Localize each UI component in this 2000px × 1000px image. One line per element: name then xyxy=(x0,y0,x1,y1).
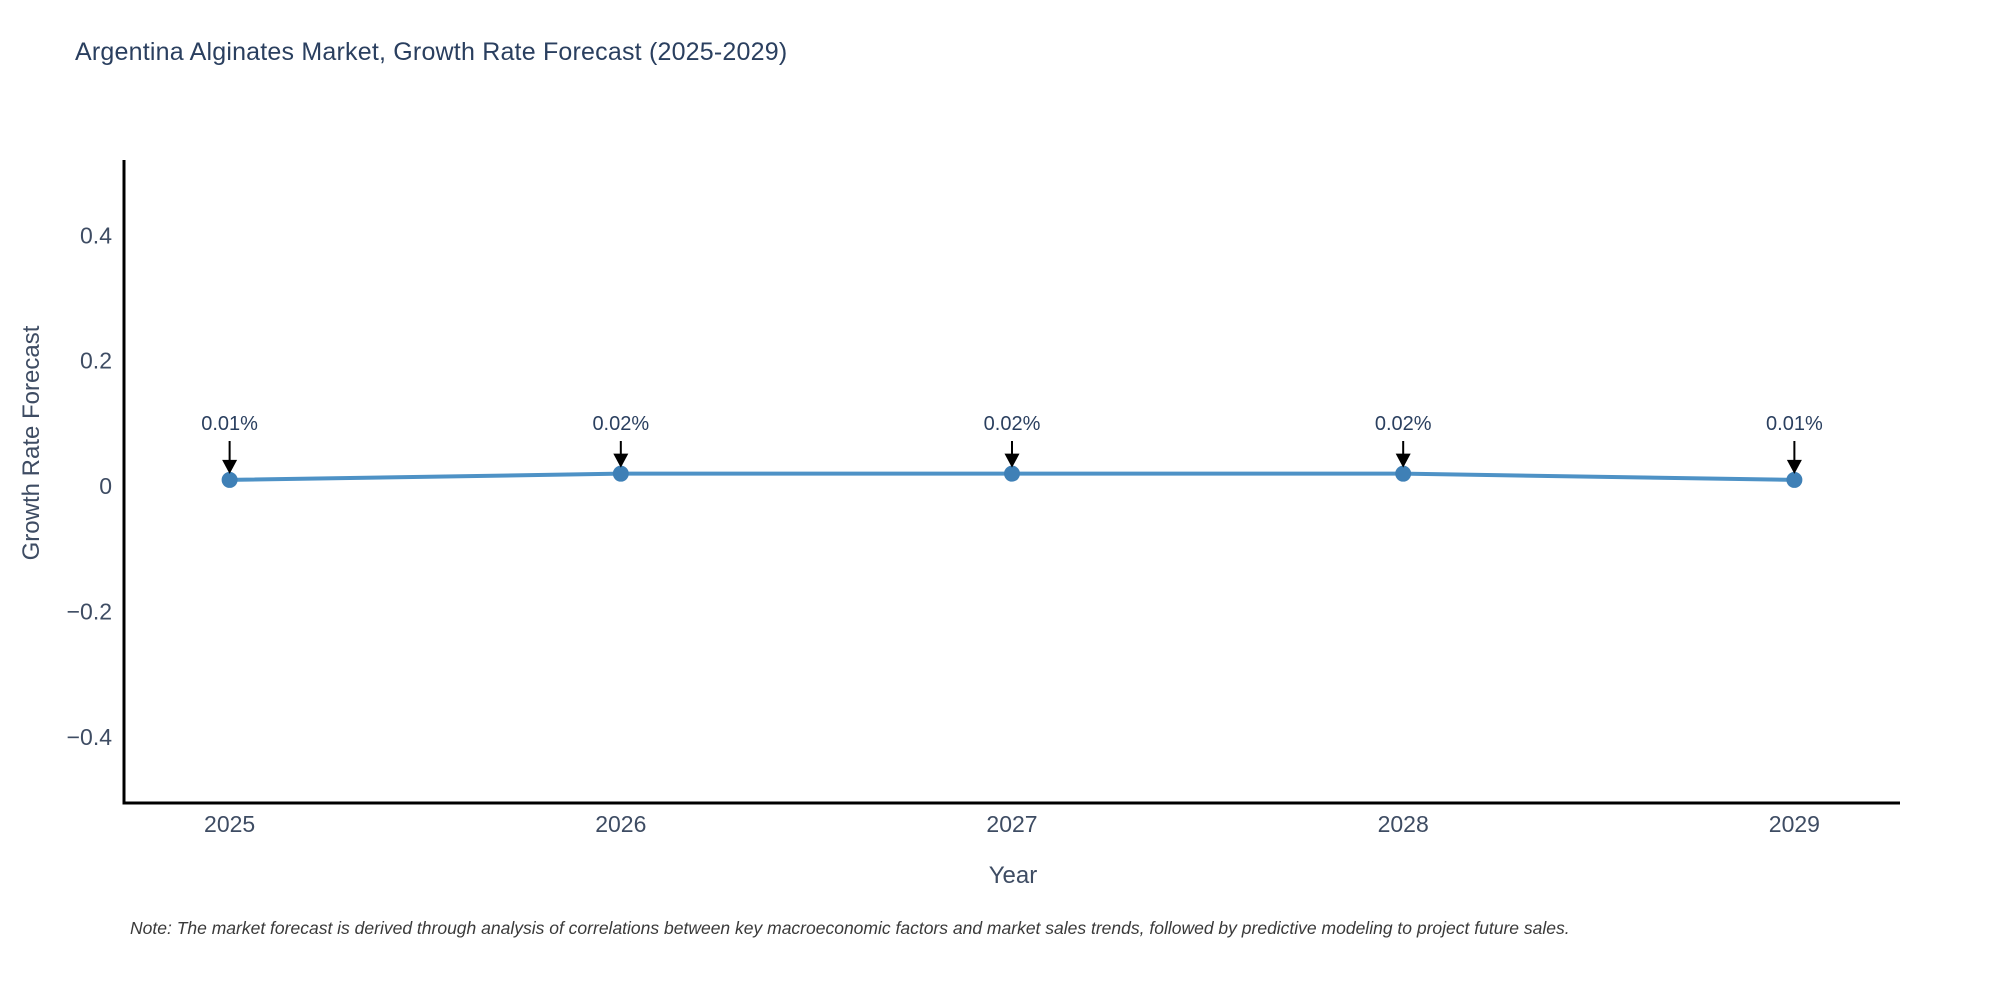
annotation-arrowhead xyxy=(1786,459,1802,474)
annotation-arrowhead xyxy=(222,459,238,474)
footnote: Note: The market forecast is derived thr… xyxy=(130,918,1570,938)
data-point-marker xyxy=(612,465,629,482)
x-tick-label: 2026 xyxy=(595,811,646,837)
annotation-arrowhead xyxy=(1004,453,1020,468)
x-tick-label: 2027 xyxy=(986,811,1037,837)
x-tick-label: 2029 xyxy=(1769,811,1820,837)
chart-title: Argentina Alginates Market, Growth Rate … xyxy=(75,38,788,66)
point-value-label: 0.01% xyxy=(1766,413,1823,435)
y-tick-label: 0 xyxy=(99,473,112,499)
annotation-arrowhead xyxy=(613,453,629,468)
y-tick-label: 0.2 xyxy=(80,348,112,374)
data-point-marker xyxy=(1786,471,1803,488)
y-tick-label: 0.4 xyxy=(80,222,112,248)
annotation-arrowhead xyxy=(1395,453,1411,468)
x-tick-label: 2025 xyxy=(204,811,255,837)
x-tick-label: 2028 xyxy=(1378,811,1429,837)
x-axis-title: Year xyxy=(988,862,1038,889)
point-value-label: 0.01% xyxy=(201,413,258,435)
y-tick-label: −0.2 xyxy=(67,599,112,625)
y-tick-label: −0.4 xyxy=(67,724,113,750)
data-point-marker xyxy=(221,471,238,488)
data-point-marker xyxy=(1004,465,1020,482)
data-point-marker xyxy=(1395,465,1412,482)
point-value-label: 0.02% xyxy=(984,413,1041,435)
point-value-label: 0.02% xyxy=(592,413,649,435)
point-value-label: 0.02% xyxy=(1375,413,1432,435)
